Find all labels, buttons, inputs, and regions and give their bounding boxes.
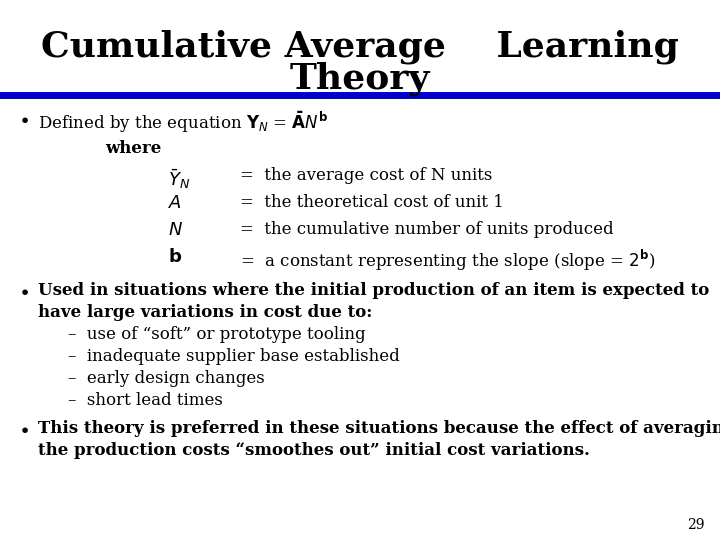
Text: =  the cumulative number of units produced: = the cumulative number of units produce…: [240, 221, 613, 238]
Text: 29: 29: [688, 518, 705, 532]
Text: where: where: [105, 140, 161, 157]
Text: –  short lead times: – short lead times: [68, 392, 223, 409]
Text: have large variations in cost due to:: have large variations in cost due to:: [38, 304, 372, 321]
Text: Used in situations where the initial production of an item is expected to: Used in situations where the initial pro…: [38, 282, 709, 299]
Text: $\bullet$: $\bullet$: [18, 282, 29, 300]
Text: –  early design changes: – early design changes: [68, 370, 265, 387]
Text: $\bar{Y}_{N}$: $\bar{Y}_{N}$: [168, 167, 190, 191]
Text: Cumulative Average    Learning: Cumulative Average Learning: [41, 30, 679, 64]
Text: This theory is preferred in these situations because the effect of averaging: This theory is preferred in these situat…: [38, 420, 720, 437]
Text: =  a constant representing the slope (slope = $2^{\mathbf{b}}$): = a constant representing the slope (slo…: [240, 248, 656, 273]
Text: the production costs “smoothes out” initial cost variations.: the production costs “smoothes out” init…: [38, 442, 590, 459]
Text: $\mathit{N}$: $\mathit{N}$: [168, 221, 183, 239]
Text: $\bullet$: $\bullet$: [18, 420, 29, 438]
Text: $\mathbf{b}$: $\mathbf{b}$: [168, 248, 182, 266]
Text: =  the theoretical cost of unit 1: = the theoretical cost of unit 1: [240, 194, 504, 211]
Text: $A$: $A$: [168, 194, 182, 212]
Text: –  use of “soft” or prototype tooling: – use of “soft” or prototype tooling: [68, 326, 366, 343]
Text: Defined by the equation $\mathbf{Y}_{N}$ = $\mathbf{\bar{A}}\mathit{N}^{\mathbf{: Defined by the equation $\mathbf{Y}_{N}$…: [38, 110, 328, 136]
Text: =  the average cost of N units: = the average cost of N units: [240, 167, 492, 184]
Text: $\bullet$: $\bullet$: [18, 110, 29, 128]
Text: Theory: Theory: [290, 62, 430, 97]
Text: –  inadequate supplier base established: – inadequate supplier base established: [68, 348, 400, 365]
